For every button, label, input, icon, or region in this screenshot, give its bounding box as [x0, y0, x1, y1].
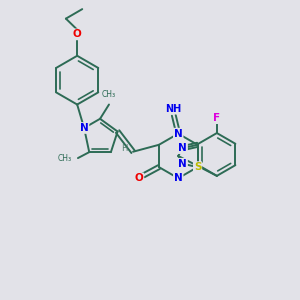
Text: O: O — [135, 173, 143, 183]
Text: CH₃: CH₃ — [102, 90, 116, 99]
Text: N: N — [80, 123, 88, 133]
Text: N: N — [174, 129, 183, 139]
Text: F: F — [213, 113, 220, 123]
Text: N: N — [178, 159, 187, 169]
Text: H: H — [121, 144, 127, 153]
Text: N: N — [174, 173, 183, 183]
Text: O: O — [73, 29, 82, 39]
Text: NH: NH — [165, 104, 181, 114]
Text: N: N — [178, 143, 187, 153]
Text: S: S — [194, 162, 201, 172]
Text: CH₃: CH₃ — [57, 154, 71, 163]
